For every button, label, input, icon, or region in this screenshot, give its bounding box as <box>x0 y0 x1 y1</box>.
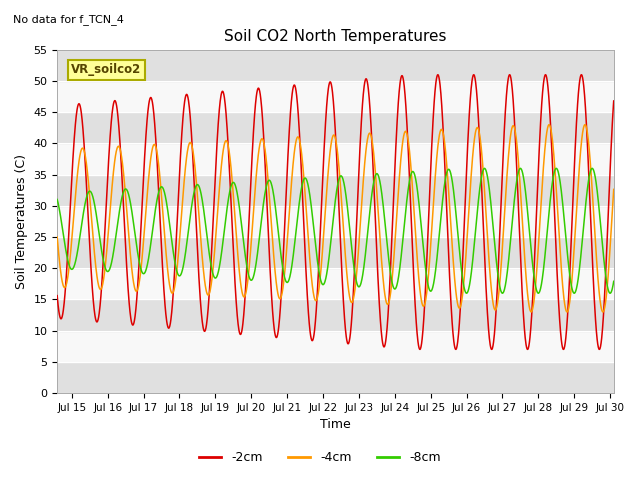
Bar <box>58 206 614 237</box>
X-axis label: Time: Time <box>320 419 351 432</box>
Bar <box>58 237 614 268</box>
Bar <box>58 81 614 112</box>
Text: No data for f_TCN_4: No data for f_TCN_4 <box>13 14 124 25</box>
Bar <box>58 300 614 331</box>
Text: VR_soilco2: VR_soilco2 <box>71 63 141 76</box>
Bar <box>58 112 614 144</box>
Bar <box>58 50 614 81</box>
Bar <box>58 144 614 175</box>
Y-axis label: Soil Temperatures (C): Soil Temperatures (C) <box>15 154 28 289</box>
Legend: -2cm, -4cm, -8cm: -2cm, -4cm, -8cm <box>194 446 446 469</box>
Bar <box>58 362 614 393</box>
Bar <box>58 175 614 206</box>
Bar <box>58 268 614 300</box>
Title: Soil CO2 North Temperatures: Soil CO2 North Temperatures <box>224 29 447 44</box>
Bar <box>58 331 614 362</box>
